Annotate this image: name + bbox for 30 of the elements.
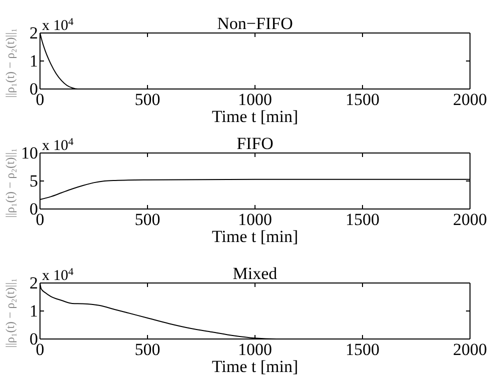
annotation: x 10$^{4}$ bbox=[42, 136, 74, 154]
x-tick-label: 1000 bbox=[238, 90, 272, 110]
x-tick-label: 1000 bbox=[238, 210, 272, 230]
x-tick-label: 1000 bbox=[238, 340, 272, 360]
y-tick-label: 2 bbox=[30, 273, 38, 292]
x-tick-label: 500 bbox=[134, 90, 160, 110]
annotation: x 10$^{4}$ bbox=[42, 16, 74, 34]
chart-title: Non−FIFO bbox=[217, 14, 293, 33]
chart-title: Mixed bbox=[232, 264, 278, 283]
chart-title: FIFO bbox=[236, 134, 274, 153]
x-tick-label: 2000 bbox=[453, 90, 487, 110]
y-axis-title: ||ρ₁(t) − ρ₂(t)||₁ bbox=[3, 28, 17, 98]
x-axis-title: Time t [min] bbox=[212, 227, 298, 246]
y-tick-label: 1 bbox=[30, 301, 38, 320]
x-tick-label: 2000 bbox=[453, 340, 487, 360]
annotation: x 10$^{4}$ bbox=[42, 266, 74, 284]
x-tick-label: 1500 bbox=[346, 90, 380, 110]
x-tick-label: 2000 bbox=[453, 210, 487, 230]
y-tick-label: 10 bbox=[21, 143, 38, 162]
x-axis-title: Time t [min] bbox=[212, 357, 298, 376]
y-axis-title: ||ρ₁(t) − ρ₂(t)||₁ bbox=[3, 278, 17, 348]
y-axis-title: ||ρ₁(t) − ρ₂(t)||₁ bbox=[3, 148, 17, 218]
x-tick-label: 500 bbox=[134, 340, 160, 360]
y-tick-label: 5 bbox=[30, 171, 38, 190]
y-tick-label: 2 bbox=[30, 23, 38, 42]
x-axis-title: Time t [min] bbox=[212, 107, 298, 126]
x-tick-label: 1500 bbox=[346, 340, 380, 360]
x-tick-label: 500 bbox=[134, 210, 160, 230]
x-tick-label: 1500 bbox=[346, 210, 380, 230]
y-tick-label: 1 bbox=[30, 51, 38, 70]
